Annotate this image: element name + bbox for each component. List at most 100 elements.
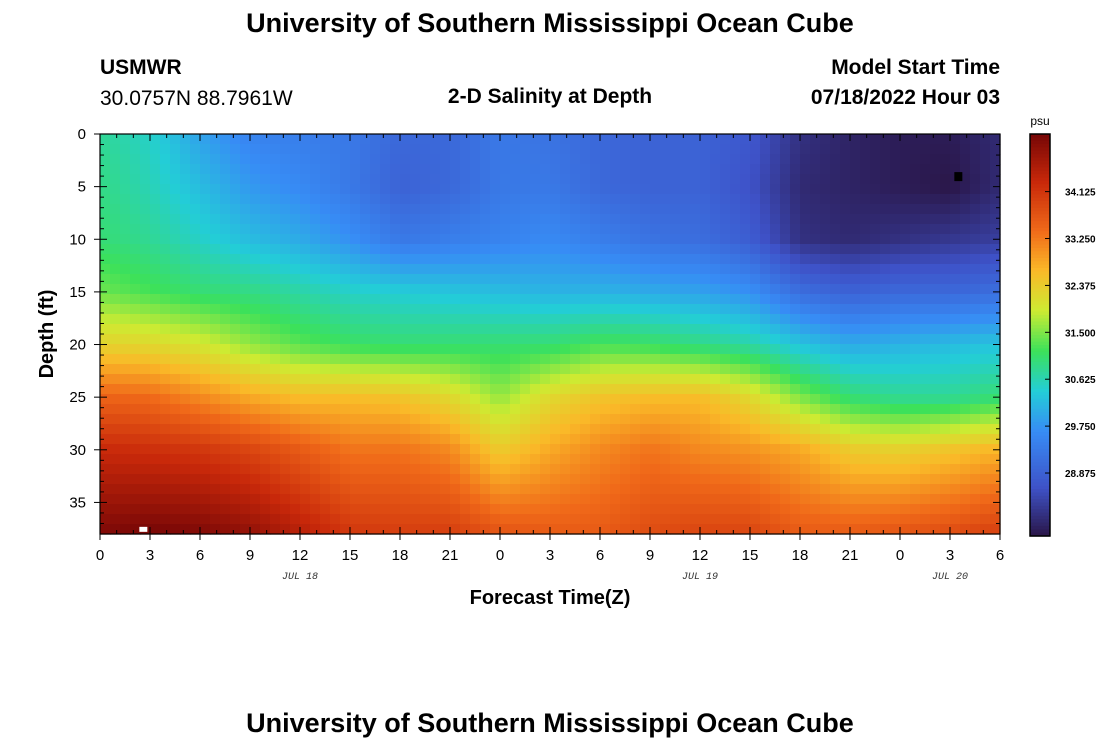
heatmap-cell [340,404,351,415]
heatmap-cell [850,524,861,535]
heatmap-cell [990,344,1001,355]
heatmap-cell [870,494,881,505]
heatmap-cell [930,174,941,185]
heatmap-cell [570,334,581,345]
heatmap-cell [730,354,741,365]
heatmap-cell [390,174,401,185]
heatmap-cell [140,144,151,155]
heatmap-cell [750,454,761,465]
heatmap-cell [270,234,281,245]
heatmap-cell [910,194,921,205]
heatmap-cell [380,374,391,385]
heatmap-cell [480,484,491,495]
heatmap-cell [230,464,241,475]
heatmap-cell [490,294,501,305]
heatmap-cell [160,174,171,185]
heatmap-cell [780,494,791,505]
heatmap-cell [510,134,521,145]
heatmap-cell [180,414,191,425]
heatmap-cell [670,354,681,365]
heatmap-cell [770,424,781,435]
heatmap-cell [780,204,791,215]
heatmap-cell [640,374,651,385]
heatmap-cell [760,514,771,525]
heatmap-cell [640,344,651,355]
heatmap-cell [380,234,391,245]
heatmap-cell [810,374,821,385]
heatmap-cell [420,394,431,405]
x-tick-label: 12 [692,547,709,564]
heatmap-cell [290,374,301,385]
heatmap-cell [110,154,121,165]
heatmap-cell [830,214,841,225]
colorbar-segment [1030,224,1050,229]
heatmap-cell [260,514,271,525]
heatmap-cell [140,234,151,245]
heatmap-cell [350,524,361,535]
heatmap-cell [640,324,651,335]
heatmap-cell [710,234,721,245]
heatmap-cell [200,404,211,415]
heatmap-cell [310,474,321,485]
heatmap-cell [290,134,301,145]
heatmap-cell [870,164,881,175]
heatmap-cell [110,204,121,215]
heatmap-cell [310,164,321,175]
heatmap-cell [310,134,321,145]
heatmap-cell [790,194,801,205]
colorbar-segment [1030,361,1050,366]
heatmap-cell [760,384,771,395]
y-tick-label: 35 [69,494,86,511]
heatmap-cell [150,454,161,465]
heatmap-cell [480,234,491,245]
colorbar-segment [1030,348,1050,353]
heatmap-cell [210,324,221,335]
heatmap-cell [550,214,561,225]
heatmap-cell [410,244,421,255]
colorbar-segment [1030,214,1050,219]
heatmap-cell [960,434,971,445]
heatmap-cell [690,224,701,235]
colorbar-tick-label: 31.500 [1065,328,1096,339]
heatmap-cell [370,364,381,375]
heatmap-cell [530,274,541,285]
heatmap-cell [650,294,661,305]
heatmap-cell [830,414,841,425]
heatmap-cell [640,144,651,155]
heatmap-cell [410,424,421,435]
heatmap-cell [990,184,1001,195]
heatmap-cell [360,484,371,495]
heatmap-cell [340,484,351,495]
heatmap-cell [200,194,211,205]
heatmap-cell [140,314,151,325]
heatmap-cell [510,444,521,455]
heatmap-cell [890,494,901,505]
heatmap-cell [510,314,521,325]
heatmap-cell [590,314,601,325]
heatmap-cell [580,364,591,375]
heatmap-cell [300,164,311,175]
heatmap-cell [520,224,531,235]
heatmap-cell [900,474,911,485]
heatmap-cell [310,234,321,245]
heatmap-cell [430,484,441,495]
heatmap-cell [890,254,901,265]
heatmap-cell [620,204,631,215]
heatmap-cell [870,224,881,235]
heatmap-cell [670,404,681,415]
heatmap-cell [160,224,171,235]
heatmap-cell [180,474,191,485]
heatmap-cell [270,324,281,335]
heatmap-cell [960,524,971,535]
heatmap-cell [840,524,851,535]
heatmap-cell [950,354,961,365]
heatmap-cell [220,374,231,385]
heatmap-cell [360,254,371,265]
y-tick-label: 20 [69,337,86,354]
heatmap-cell [150,404,161,415]
heatmap-cell [360,494,371,505]
heatmap-cell [880,174,891,185]
heatmap-cell [330,434,341,445]
heatmap-cell [970,224,981,235]
heatmap-cell [550,404,561,415]
